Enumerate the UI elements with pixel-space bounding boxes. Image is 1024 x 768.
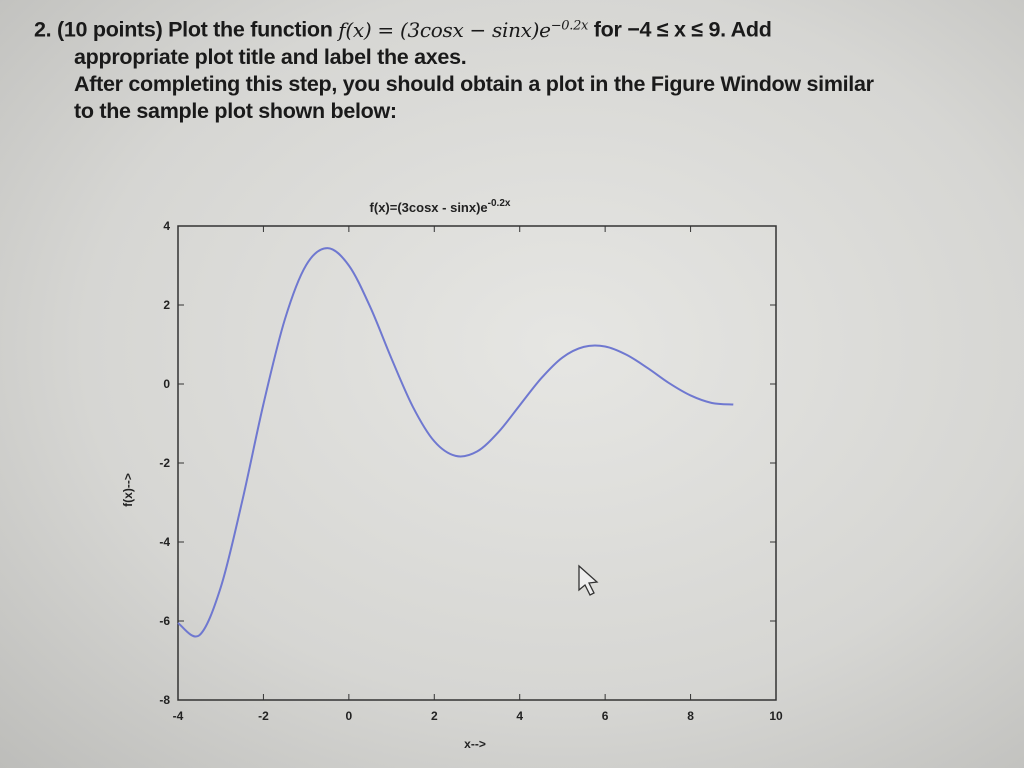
x-tick-label: -4 [173,709,184,723]
series-line [177,247,734,638]
x-tick-label: 6 [602,709,609,723]
problem-line-3: After completing this step, you should o… [74,71,874,96]
formula-exponent: −0.2x [550,18,589,33]
y-tick-label: -6 [159,614,170,628]
problem-statement: 2. (10 points) Plot the function f(x) = … [34,12,1004,125]
x-tick-label: 8 [687,709,694,723]
y-tick-label: -2 [159,456,170,470]
axes-box [177,225,777,701]
x-tick-label: 2 [431,709,438,723]
y-tick-label: -8 [159,693,170,707]
y-tick-label: -4 [159,535,170,549]
y-axis-label: f(x)--> [121,473,135,507]
x-axis-label: x--> [464,737,486,751]
problem-number: 2. [34,17,52,42]
chart-title: f(x)=(3cosx - sinx)e-0.2x [370,198,511,215]
problem-range: for −4 ≤ x ≤ 9. Add [593,17,772,42]
problem-line-4: to the sample plot shown below: [74,98,397,123]
formula-text: f(x) = (3cosx − sinx)e [338,17,551,42]
y-tick-label: 2 [163,298,170,312]
x-tick-label: 10 [769,709,783,723]
mouse-cursor-icon [578,564,599,596]
x-tick-label: 0 [346,709,353,723]
x-tick-label: 4 [516,709,523,723]
problem-line-2: appropriate plot title and label the axe… [74,44,467,69]
problem-points: (10 points) Plot the function [57,17,333,42]
x-tick-label: -2 [258,709,269,723]
function-formula: f(x) = (3cosx − sinx)e−0.2x [338,18,588,42]
y-tick-label: 4 [163,219,170,233]
y-tick-label: 0 [163,377,170,391]
